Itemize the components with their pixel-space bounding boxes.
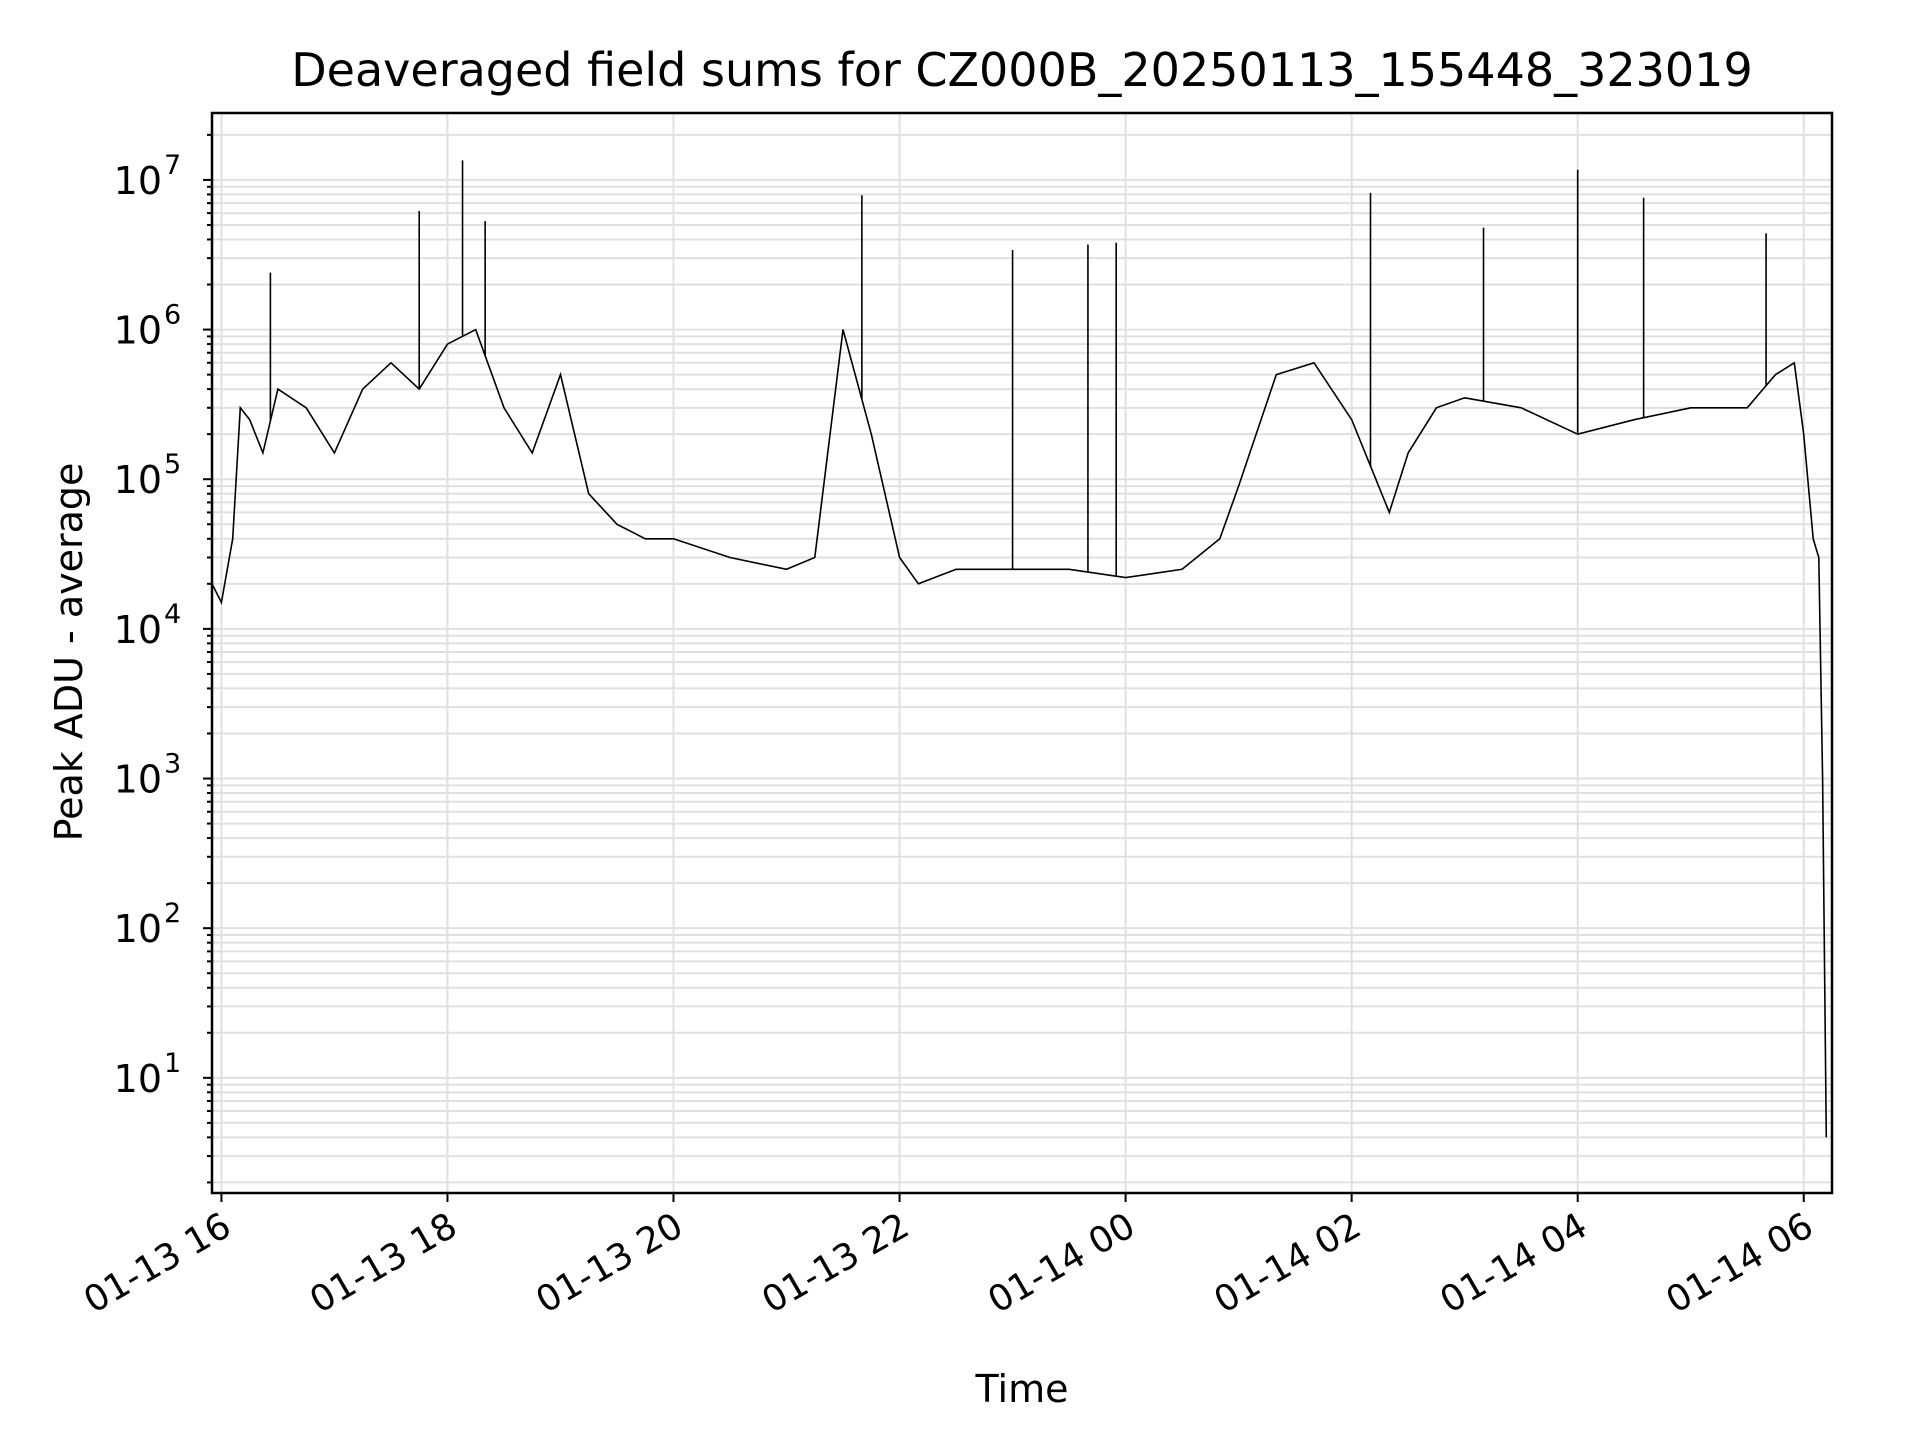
chart-title: Deaveraged field sums for CZ000B_2025011…	[291, 43, 1752, 97]
x-tick-label: 01-13 16	[77, 1205, 238, 1321]
x-tick-label: 01-13 22	[755, 1205, 916, 1321]
y-tick-exponent: 3	[164, 749, 181, 780]
x-tick-label: 01-14 02	[1207, 1205, 1368, 1321]
y-tick-exponent: 7	[164, 150, 181, 181]
series	[211, 160, 1828, 1138]
x-axis-label: Time	[975, 1367, 1069, 1411]
x-tick-label: 01-13 18	[303, 1205, 464, 1321]
series-line	[211, 328, 1828, 1138]
grid	[212, 113, 1832, 1193]
y-tick-exponent: 4	[164, 599, 181, 630]
y-tick-label: 10	[114, 159, 162, 203]
y-tick-exponent: 5	[164, 449, 181, 480]
y-tick-exponent: 6	[164, 300, 181, 331]
y-tick-label: 10	[114, 1057, 162, 1101]
x-tick-label: 01-14 04	[1434, 1205, 1595, 1321]
x-tick-label: 01-14 00	[981, 1205, 1142, 1321]
x-tick-label: 01-13 20	[529, 1205, 690, 1321]
y-axis-label: Peak ADU - average	[47, 463, 91, 842]
y-tick-label: 10	[114, 758, 162, 802]
y-tick-label: 10	[114, 907, 162, 951]
plot-frame	[210, 111, 1834, 1195]
y-tick-exponent: 1	[164, 1048, 181, 1079]
y-tick-label: 10	[114, 608, 162, 652]
y-tick-label: 10	[114, 458, 162, 502]
y-tick-label: 10	[114, 309, 162, 353]
x-tick-label: 01-14 06	[1660, 1205, 1821, 1321]
y-tick-exponent: 2	[164, 898, 181, 929]
